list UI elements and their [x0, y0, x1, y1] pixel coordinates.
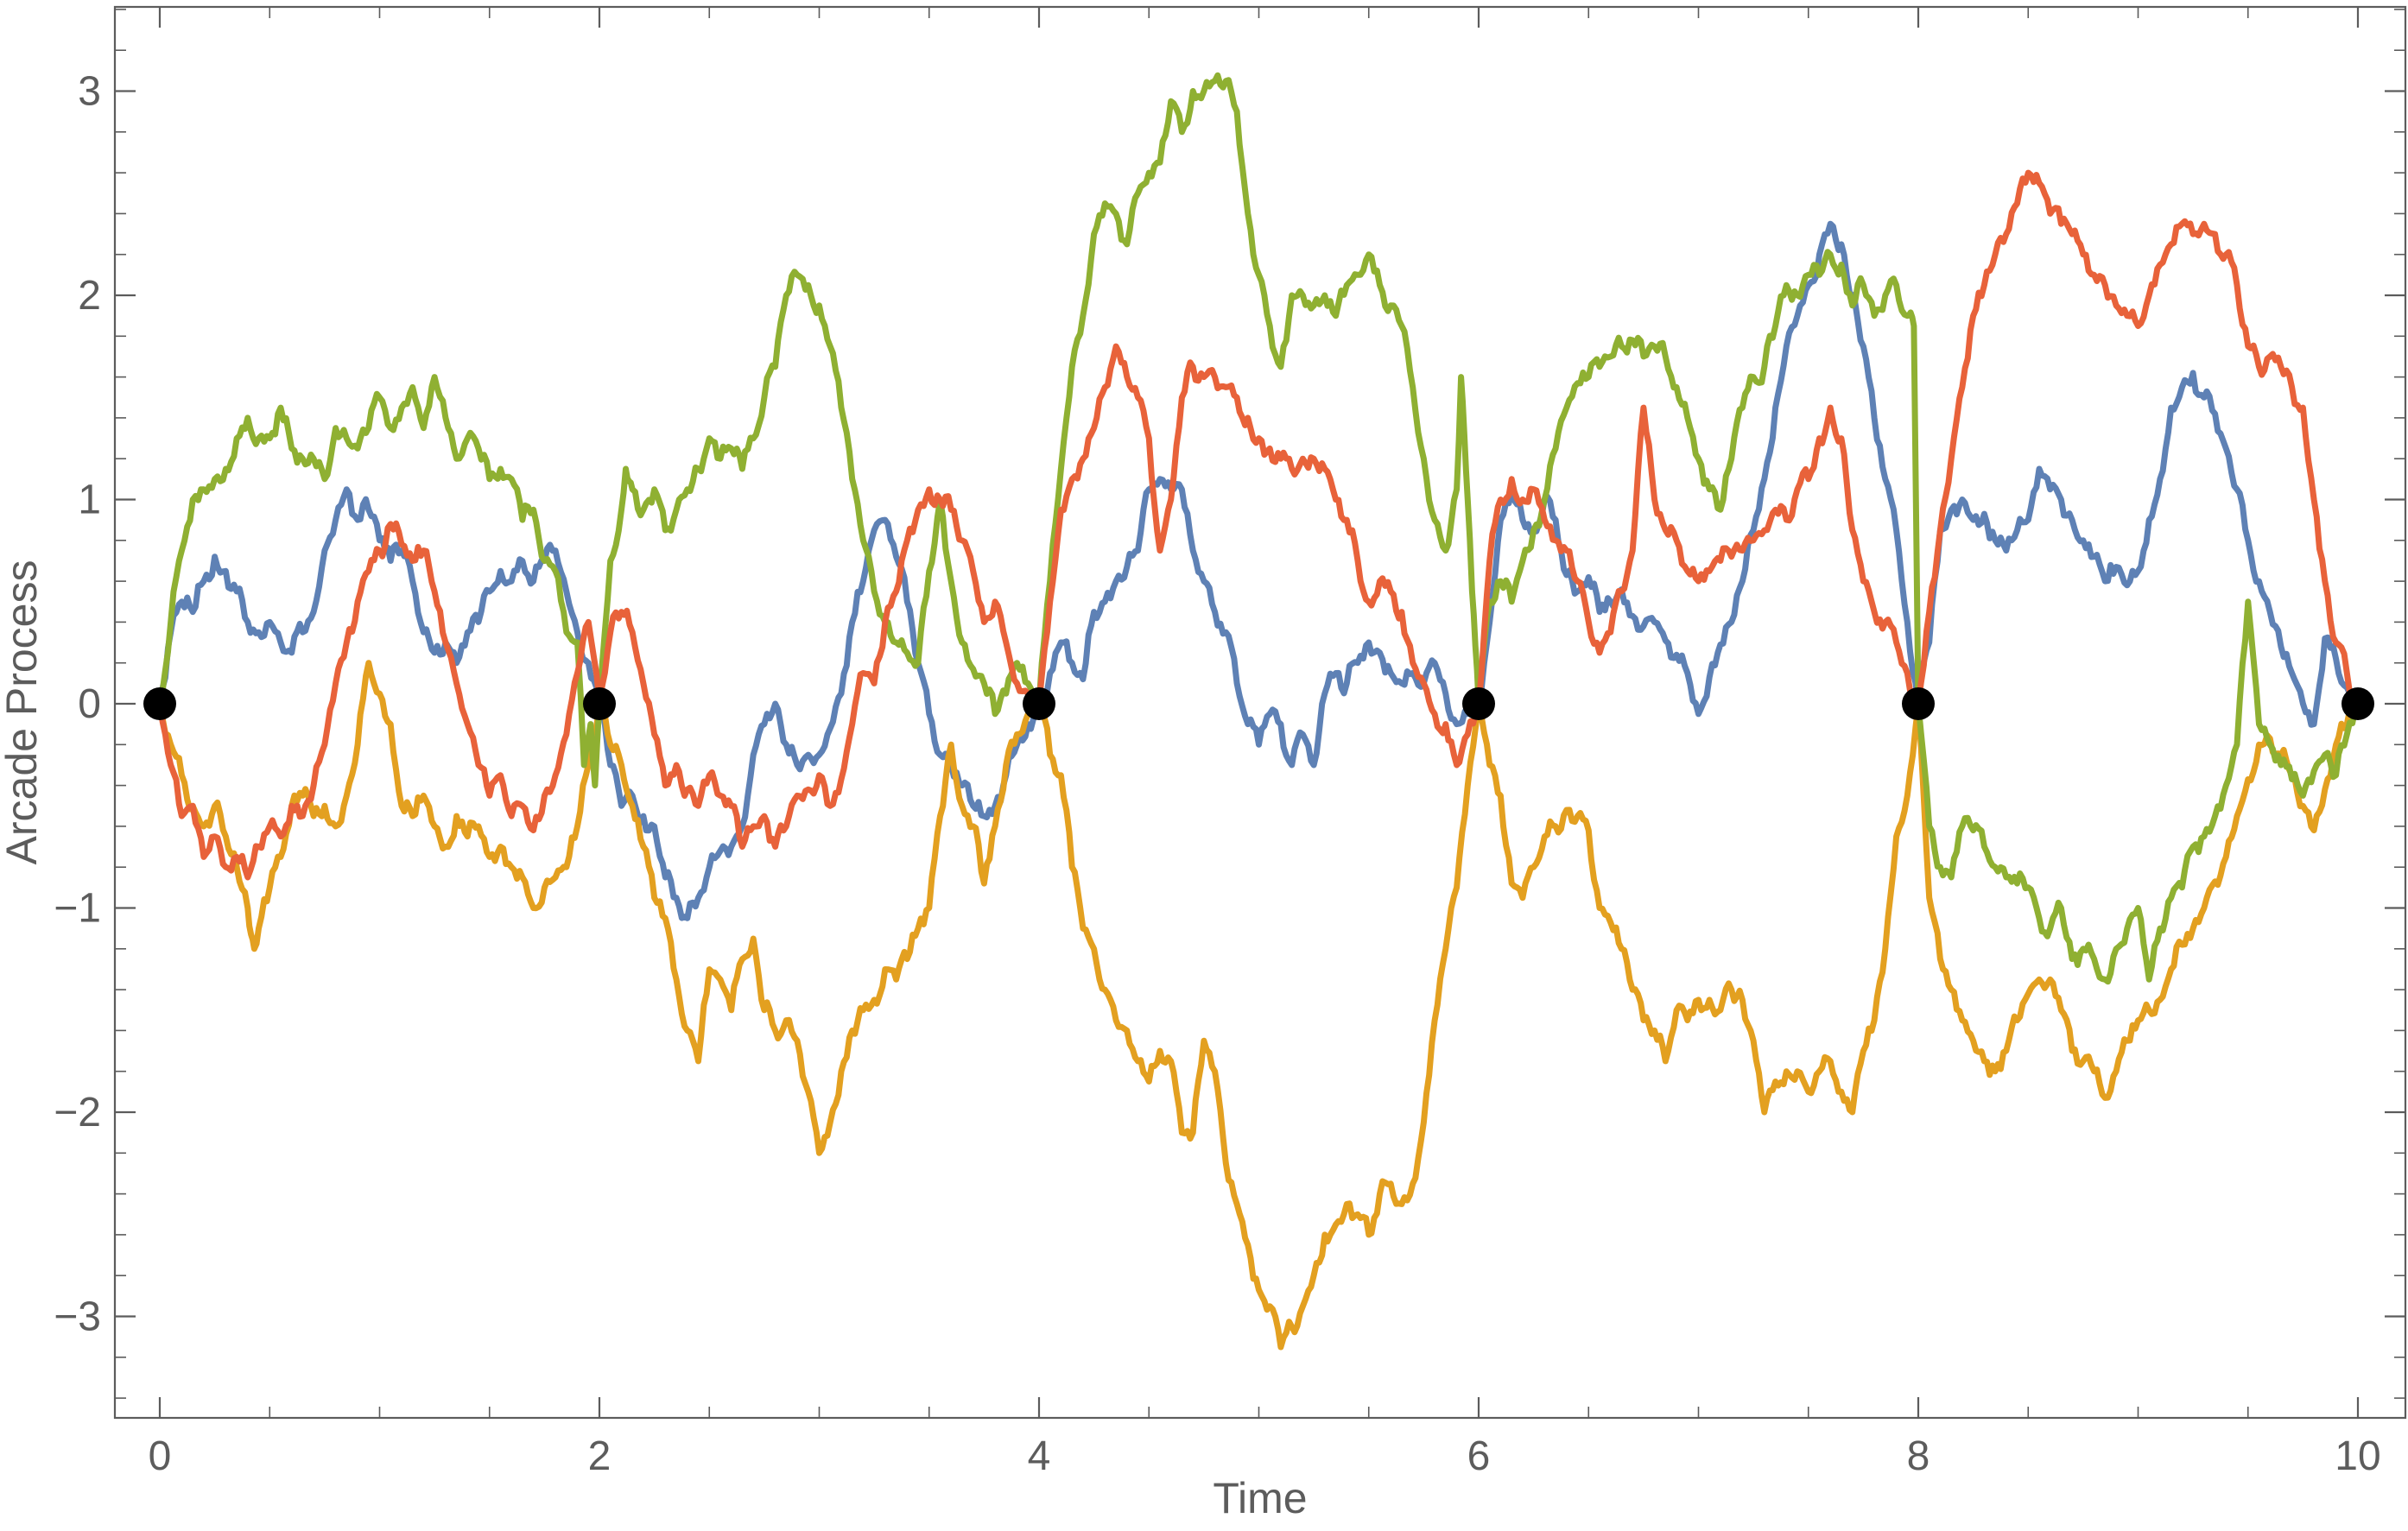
y-axis-label: Arcade Process — [0, 560, 46, 865]
series-line-green — [156, 72, 2361, 985]
y-tick-label: 2 — [78, 273, 101, 319]
pinned-point-dot — [143, 687, 176, 720]
y-tick-label: −1 — [54, 886, 101, 932]
pinned-point-dot — [583, 687, 616, 720]
pinned-dots-layer — [143, 687, 2374, 720]
plot-frame — [113, 5, 2407, 1420]
pinned-point-dot — [2341, 687, 2374, 720]
y-tick-label: −3 — [54, 1294, 101, 1340]
y-tick-label: −2 — [54, 1090, 101, 1136]
x-tick-label: 4 — [1028, 1433, 1051, 1479]
x-tick-label: 0 — [149, 1433, 172, 1479]
tick-labels-layer: 0 2 4 6 8 10 −3 −2 −1 0 1 2 3 — [54, 69, 2380, 1480]
tick-marks-layer — [115, 7, 2405, 1418]
y-tick-label: 1 — [78, 478, 101, 523]
pinned-point-dot — [1023, 687, 1055, 720]
x-axis-label: Time — [1213, 1474, 1307, 1522]
series-line-blue — [156, 220, 2361, 921]
y-tick-label: 3 — [78, 69, 101, 115]
series-line-gold — [156, 660, 2361, 1351]
x-tick-label: 6 — [1467, 1433, 1491, 1479]
x-tick-label: 8 — [1907, 1433, 1930, 1479]
x-tick-label: 2 — [588, 1433, 612, 1479]
y-tick-label: 0 — [78, 681, 101, 727]
series-line-red — [156, 169, 2361, 881]
series-layer — [156, 72, 2361, 1351]
x-tick-label: 10 — [2335, 1433, 2380, 1479]
pinned-point-dot — [1462, 687, 1495, 720]
pinned-point-dot — [1902, 687, 1935, 720]
